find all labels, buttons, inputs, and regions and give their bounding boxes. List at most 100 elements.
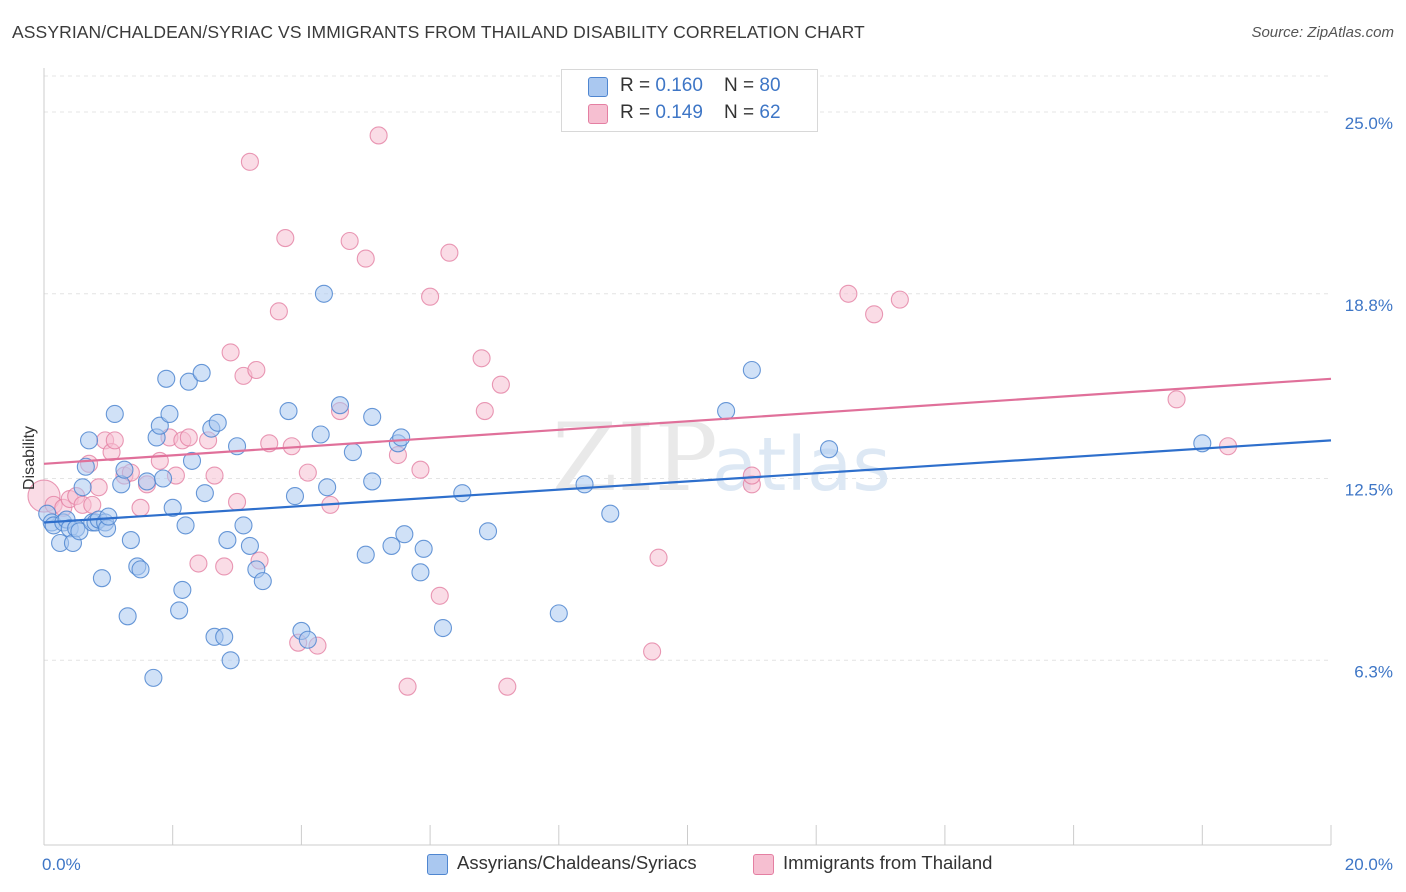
assyrian-point xyxy=(105,404,124,424)
assyrian-point xyxy=(150,416,169,435)
thailand-point xyxy=(260,434,279,453)
assyrian-point xyxy=(392,428,411,447)
thailand-point xyxy=(491,375,510,394)
assyrian-point xyxy=(115,460,134,479)
assyrian-point xyxy=(215,627,234,646)
legend-item-label: Assyrians/Chaldeans/Syriacs xyxy=(457,852,697,873)
series-legend: Assyrians/Chaldeans/Syriacs Immigrants f… xyxy=(0,852,1406,878)
assyrian-point xyxy=(382,536,401,555)
tick-labels: 6.3% 12.5% 18.8% 25.0% 0.0% 20.0% xyxy=(42,114,1393,874)
thailand-point xyxy=(205,466,224,485)
thailand-point xyxy=(247,360,266,380)
thailand-point xyxy=(179,428,198,447)
chart-title: ASSYRIAN/CHALDEAN/SYRIAC VS IMMIGRANTS F… xyxy=(12,22,865,42)
assyrian-point xyxy=(79,431,99,450)
legend-row-assyrian: R = 0.160 N = 80 xyxy=(562,74,817,100)
assyrian-point xyxy=(330,396,350,415)
assyrian-point xyxy=(163,498,182,517)
thailand-point xyxy=(643,642,662,661)
assyrian-point xyxy=(195,484,214,503)
watermark: ZIP atlas xyxy=(552,404,891,513)
assyrian-point xyxy=(179,372,198,391)
assyrian-point xyxy=(170,601,189,620)
thailand-point xyxy=(105,431,124,450)
assyrian-point xyxy=(411,563,430,582)
assyrian-point xyxy=(253,572,272,591)
thailand-point xyxy=(411,460,430,479)
y-tick-label: 12.5% xyxy=(1345,480,1393,499)
series-thailand-points xyxy=(27,126,1238,696)
assyrian-point xyxy=(343,443,362,462)
y-tick-label: 25.0% xyxy=(1345,114,1393,133)
thailand-point xyxy=(369,126,388,145)
assyrian-point xyxy=(144,668,163,687)
assyrian-point xyxy=(478,522,498,541)
assyrian-point xyxy=(363,472,382,491)
thailand-point xyxy=(131,498,150,517)
assyrian-point xyxy=(137,472,157,491)
assyrian-point xyxy=(395,525,414,544)
correlation-legend: R = 0.160 N = 80 R = 0.149 N = 62 xyxy=(561,69,818,132)
assyrian-point xyxy=(118,607,137,626)
thailand-point xyxy=(742,466,761,485)
assyrian-point xyxy=(131,560,150,579)
assyrian-point xyxy=(73,478,92,497)
thailand-point xyxy=(89,478,108,497)
assyrian-trendline xyxy=(43,439,1332,524)
assyrian-point xyxy=(717,402,736,421)
thailand-point xyxy=(890,290,909,309)
assyrian-point xyxy=(153,469,173,488)
assyrian-point xyxy=(311,425,330,444)
thailand-point xyxy=(228,492,247,511)
thailand-point xyxy=(298,463,317,482)
thailand-point xyxy=(865,305,884,324)
assyrian-point xyxy=(279,402,298,421)
legend-swatch-blue xyxy=(588,77,608,97)
assyrian-point xyxy=(221,651,240,670)
legend-item-label: Immigrants from Thailand xyxy=(783,852,993,873)
legend-row-thailand: R = 0.149 N = 62 xyxy=(562,101,817,127)
assyrian-point xyxy=(356,545,375,564)
assyrian-point xyxy=(414,539,433,558)
y-tick-label: 6.3% xyxy=(1354,662,1393,681)
thailand-point xyxy=(839,284,858,303)
assyrian-point xyxy=(433,618,453,638)
thailand-point xyxy=(430,586,449,605)
assyrian-point xyxy=(182,451,202,470)
legend-stats-assyrian: R = 0.160 N = 80 xyxy=(620,75,781,96)
assyrian-point xyxy=(176,516,195,535)
thailand-point xyxy=(649,548,668,567)
thailand-trendline xyxy=(43,377,1332,465)
thailand-point xyxy=(189,554,208,573)
thailand-point xyxy=(269,302,288,321)
assyrian-point xyxy=(363,407,382,426)
assyrian-point xyxy=(160,404,179,424)
assyrian-point xyxy=(112,475,131,494)
assyrian-point xyxy=(318,478,337,497)
assyrian-point xyxy=(742,360,761,380)
thailand-point xyxy=(221,343,240,362)
legend-stats-thailand: R = 0.149 N = 62 xyxy=(620,102,781,123)
legend-item-swatch-pink xyxy=(753,854,774,875)
assyrian-point xyxy=(298,630,317,649)
assyrian-point xyxy=(820,440,839,459)
source-label: Source: ZipAtlas.com xyxy=(1251,24,1394,41)
assyrian-point xyxy=(99,507,118,526)
thailand-point xyxy=(215,557,234,576)
thailand-point xyxy=(421,287,440,306)
assyrian-point xyxy=(575,475,594,494)
assyrian-point xyxy=(453,484,472,503)
assyrian-point xyxy=(157,369,176,388)
assyrian-point xyxy=(549,604,568,623)
assyrian-point xyxy=(218,531,237,550)
thailand-point xyxy=(475,402,494,421)
assyrian-point xyxy=(208,413,227,432)
thailand-point xyxy=(240,152,259,171)
assyrian-point xyxy=(234,516,253,535)
thailand-point xyxy=(1167,390,1186,409)
assyrian-point xyxy=(314,284,333,303)
grid-lines xyxy=(44,75,1331,661)
x-tick-label-start: 0.0% xyxy=(42,855,81,874)
trend-lines xyxy=(43,377,1332,524)
